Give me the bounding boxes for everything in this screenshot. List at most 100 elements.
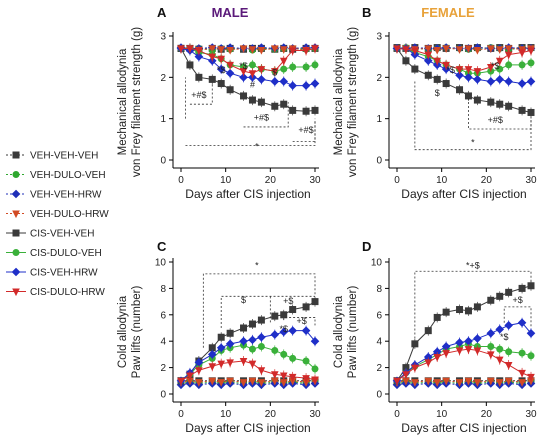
data-point [486, 328, 496, 338]
data-point [487, 98, 495, 106]
data-point [208, 377, 217, 386]
data-point [311, 376, 319, 385]
sig-annotation: *$ [239, 61, 248, 71]
y-tick-label: 3 [376, 32, 382, 43]
data-point [177, 45, 185, 54]
data-point [402, 371, 410, 379]
data-point [456, 86, 464, 94]
legend-marker [12, 210, 20, 219]
legend-marker [12, 171, 20, 178]
sig-annotation: +#$ [191, 90, 206, 100]
data-point [473, 334, 482, 343]
legend-marker [12, 288, 20, 297]
data-point [496, 292, 504, 300]
data-point [280, 311, 288, 319]
data-point [487, 296, 495, 304]
data-point [186, 372, 194, 381]
data-point [257, 316, 265, 324]
data-point [496, 65, 504, 73]
x-tick-label: 30 [309, 409, 321, 420]
y-tick-label: 0 [160, 390, 166, 401]
sig-annotation: # [250, 80, 255, 90]
data-point [279, 372, 288, 381]
sig-bracket [468, 98, 532, 130]
data-point [248, 360, 257, 369]
data-point [433, 379, 442, 387]
data-point [504, 45, 513, 54]
y-tick-label: 2 [376, 363, 382, 374]
data-point [518, 49, 526, 58]
data-point [424, 45, 433, 54]
legend-marker [12, 229, 20, 237]
data-point [239, 379, 248, 387]
panel-b-letter: B [362, 5, 371, 20]
data-point [257, 75, 266, 84]
data-point [486, 64, 495, 72]
y-axis-title: von Frey filament strength (g) [347, 27, 359, 177]
legend-marker [11, 189, 21, 199]
data-point [464, 66, 473, 74]
sig-annotation: *$ [446, 65, 455, 75]
data-point [402, 46, 410, 54]
data-point [207, 350, 217, 359]
data-point [473, 47, 482, 55]
data-point [240, 92, 248, 100]
data-point [456, 306, 464, 314]
data-point [473, 75, 482, 84]
data-point [402, 57, 410, 65]
data-point [195, 73, 203, 81]
x-axis-title: Days after CIS injection [185, 187, 310, 201]
data-point [270, 77, 280, 86]
data-point [504, 321, 513, 330]
y-tick-label: 4 [160, 337, 166, 348]
data-point [486, 45, 495, 54]
legend-marker [12, 249, 20, 256]
data-point [302, 63, 310, 71]
data-point [279, 77, 289, 86]
data-point [302, 357, 310, 365]
data-point [195, 379, 203, 387]
y-tick-label: 0 [160, 156, 166, 167]
data-point [257, 342, 265, 350]
data-point [527, 59, 535, 67]
y-tick-label: 8 [160, 284, 166, 295]
data-point [289, 106, 297, 114]
data-point [225, 339, 235, 349]
data-point [473, 379, 482, 387]
sig-annotation: +#$ [254, 113, 269, 123]
x-tick-label: 0 [394, 409, 400, 420]
legend-marker [11, 267, 21, 277]
sig-bracket [414, 270, 532, 339]
data-point [248, 61, 256, 69]
data-point [393, 45, 401, 54]
data-point [226, 61, 234, 70]
data-point [310, 336, 320, 346]
data-point [311, 106, 319, 114]
sig-annotation: $ [272, 67, 277, 77]
data-point [280, 65, 288, 73]
data-point [311, 365, 319, 373]
y-tick-label: 10 [155, 258, 167, 269]
data-point [517, 79, 527, 88]
data-point [495, 46, 504, 54]
data-point [411, 65, 419, 73]
sig-annotation: *$ [279, 324, 288, 334]
sig-annotation: *$ [500, 332, 509, 342]
data-point [195, 47, 203, 56]
data-point [248, 345, 256, 353]
data-point [433, 75, 441, 83]
data-point [411, 47, 419, 56]
data-point [208, 363, 217, 371]
data-point [240, 324, 248, 332]
data-point [504, 51, 513, 60]
data-point [239, 336, 248, 346]
data-point [495, 379, 504, 387]
data-point [487, 342, 495, 350]
data-point [433, 47, 442, 55]
panel-b-title: FEMALE [421, 5, 475, 20]
x-tick-label: 10 [220, 409, 232, 420]
